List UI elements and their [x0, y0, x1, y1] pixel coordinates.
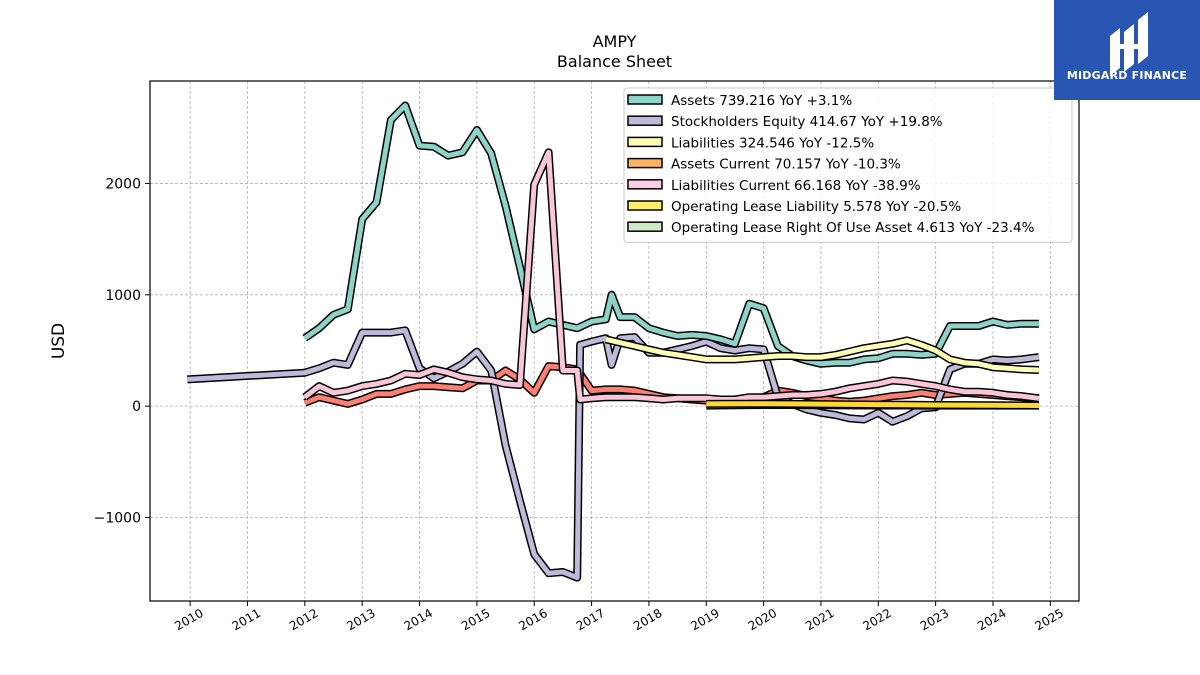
legend-label: Assets 739.216 YoY +3.1%: [671, 93, 852, 109]
x-tick-label: 2010: [172, 606, 205, 633]
legend-box: [623, 87, 1073, 243]
chart-title: AMPY: [592, 32, 637, 51]
series-line: [605, 336, 1039, 373]
x-tick-label: 2013: [344, 606, 377, 633]
y-tick-label: 1000: [105, 288, 141, 304]
series-4: [302, 148, 1040, 404]
x-tick-label: 2012: [287, 606, 320, 633]
series-5: [706, 399, 1039, 410]
x-tick-label: 2025: [1032, 606, 1065, 633]
y-tick-label: 2000: [105, 176, 141, 192]
brand-logo: MIDGARD FINANCE: [1054, 0, 1200, 100]
logo-text: MIDGARD FINANCE: [1066, 69, 1188, 82]
series-2: [604, 335, 1040, 374]
x-tick-label: 2021: [803, 606, 836, 633]
series-line: [303, 103, 1039, 367]
chart-subtitle: Balance Sheet: [556, 52, 673, 71]
legend-label: Liabilities Current 66.168 YoY -38.9%: [671, 178, 921, 194]
legend-swatch: [627, 94, 663, 105]
x-tick-label: 2019: [688, 606, 721, 633]
y-tick-label: −1000: [94, 510, 141, 526]
x-tick-label: 2014: [402, 606, 435, 633]
series-line: [706, 401, 1039, 408]
legend-swatch: [627, 115, 663, 126]
x-tick-label: 2018: [631, 606, 664, 633]
x-tick-label: 2022: [860, 606, 893, 633]
legend-label: Stockholders Equity 414.67 YoY +19.8%: [671, 114, 943, 130]
x-tick-label: 2011: [230, 606, 263, 633]
x-tick-label: 2020: [746, 606, 779, 633]
legend-label: Operating Lease Liability 5.578 YoY -20.…: [671, 199, 961, 215]
legend-swatch: [627, 157, 663, 169]
y-tick-label: 0: [132, 399, 141, 415]
legend-swatch: [627, 136, 663, 148]
x-tick-label: 2017: [574, 606, 607, 633]
plot-frame: [149, 80, 1080, 602]
legend-label: Operating Lease Right Of Use Asset 4.613…: [671, 220, 1035, 236]
x-tick-label: 2016: [516, 606, 549, 633]
y-axis-label: USD: [49, 323, 69, 359]
legend-label: Liabilities 324.546 YoY -12.5%: [671, 135, 874, 151]
series-group: [187, 101, 1040, 582]
series-0: [302, 101, 1039, 368]
legend-label: Assets Current 70.157 YoY -10.3%: [671, 157, 901, 173]
legend-swatch: [627, 200, 663, 211]
logo-icon: [1110, 12, 1148, 76]
legend-swatch: [627, 179, 663, 190]
x-tick-label: 2024: [975, 606, 1008, 633]
legend-swatch: [627, 221, 663, 232]
x-tick-label: 2015: [459, 606, 492, 633]
x-tick-label: 2023: [918, 606, 951, 633]
series-1: [187, 326, 1040, 582]
legend: Assets 739.216 YoY +3.1% Stockholders Equ…: [623, 87, 1073, 243]
series-line: [303, 149, 1040, 402]
